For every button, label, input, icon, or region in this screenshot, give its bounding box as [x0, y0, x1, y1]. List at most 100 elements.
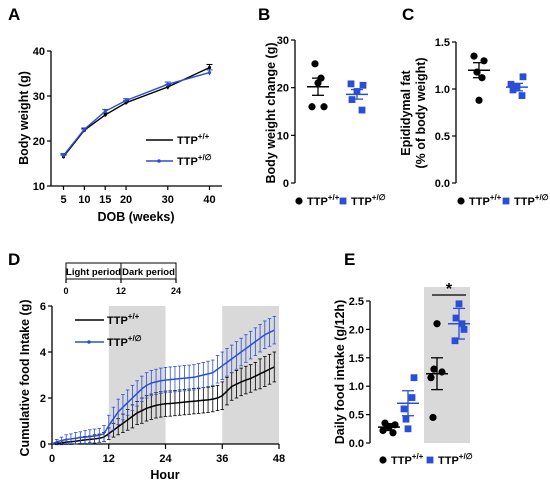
d-period-tick-label: 0 [63, 286, 68, 296]
d-dark-period-box [120, 262, 177, 280]
e-legend-marker [426, 456, 434, 464]
e-data-point [433, 320, 441, 328]
e-data-point [451, 337, 459, 345]
e-data-point [455, 300, 463, 308]
panel-label-d: D [8, 250, 20, 269]
d-x-tick-label: 12 [103, 453, 115, 465]
b-data-point [358, 106, 366, 114]
e-data-point [452, 314, 460, 322]
e-data-point [460, 326, 468, 333]
e-y-tick-label: 1.5 [349, 353, 364, 365]
b-data-point [359, 81, 367, 89]
e-data-point [427, 374, 435, 382]
c-y-tick-label: 0.0 [435, 178, 450, 190]
e-significance-marker: * [446, 281, 453, 298]
c-y-tick-label: 1.5 [435, 37, 450, 49]
e-legend-label: TTP+/+ [391, 452, 424, 467]
a-x-axis-label: DOB (weeks) [97, 210, 174, 224]
e-data-point [430, 365, 438, 373]
d-x-tick-label: 24 [159, 453, 172, 465]
e-data-point [438, 368, 446, 376]
a-x-tick-label: 20 [120, 194, 132, 206]
d-x-tick-label: 36 [216, 453, 228, 465]
b-data-point [311, 60, 319, 68]
panel-label-a: A [8, 5, 20, 24]
d-y-tick-label: 6 [40, 301, 46, 313]
b-data-point [308, 103, 316, 111]
e-data-point [410, 374, 418, 382]
c-data-point [507, 80, 515, 88]
a-y-tick-label: 40 [33, 46, 45, 58]
a-data-point [61, 153, 66, 157]
d-legend-label: TTP+/∅ [107, 334, 142, 349]
panel-label-c: C [402, 5, 414, 24]
b-legend-marker [295, 197, 303, 205]
panel-label-b: B [258, 5, 270, 24]
c-data-point [518, 92, 526, 99]
d-x-tick-label: 0 [49, 453, 55, 465]
c-data-point [509, 86, 517, 94]
c-data-point [470, 52, 478, 60]
a-x-tick-label: 15 [99, 194, 111, 206]
a-y-tick-label: 20 [33, 136, 45, 148]
b-data-point [347, 80, 355, 88]
e-data-point [429, 413, 437, 422]
d-y-tick-label: 0 [40, 439, 46, 451]
e-y-tick-label: 2.5 [349, 296, 364, 308]
e-y-tick-label: 0.0 [349, 438, 364, 450]
d-period-tick-label: 12 [116, 286, 126, 296]
e-legend-label: TTP+/∅ [438, 452, 473, 467]
e-y-tick-label: 1.0 [349, 381, 364, 393]
e-data-point [400, 405, 408, 413]
b-y-tick-label: 10 [277, 130, 289, 142]
b-data-point [320, 103, 328, 111]
a-data-point [103, 113, 107, 117]
a-data-point [124, 101, 128, 105]
a-x-tick-label: 5 [60, 194, 66, 206]
chart-c: 0.0 0.5 1.0 1.5 Epididymal fat (% of body wei… [399, 37, 549, 208]
a-data-point [166, 85, 170, 89]
b-y-tick-label: 0 [283, 178, 289, 190]
a-y-tick-label: 30 [33, 91, 45, 103]
d-y-tick-label: 2 [40, 393, 46, 405]
a-legend-marker [157, 159, 161, 163]
e-y-tick-label: 0.5 [349, 410, 364, 422]
c-legend-label: TTP+/∅ [514, 193, 549, 208]
a-y-axis-label: Body weight (g) [17, 71, 31, 165]
a-x-tick-label: 10 [78, 194, 90, 206]
a-series-line [62, 71, 210, 156]
a-data-point [124, 98, 128, 103]
e-y-axis-label: Daily food intake (g/12h) [333, 300, 347, 444]
a-data-point [82, 127, 86, 131]
c-y-tick-label: 1.0 [435, 84, 450, 96]
d-legend-label: TTP+/+ [107, 312, 140, 327]
b-legend-label: TTP+/∅ [351, 193, 386, 208]
c-data-point [475, 96, 483, 104]
a-data-point [207, 71, 212, 75]
c-legend-marker [457, 197, 465, 205]
d-x-tick-label: 48 [273, 453, 285, 465]
d-x-axis-label: Hour [150, 468, 179, 482]
d-series-line [51, 329, 275, 445]
a-y-tick-label: 10 [33, 181, 45, 193]
d-legend-marker [87, 340, 91, 344]
a-data-point [166, 82, 170, 86]
b-y-axis-label: Body weight change (g) [264, 43, 278, 184]
e-data-point [402, 415, 410, 423]
c-y-tick-label: 0.5 [435, 131, 450, 143]
c-y-axis-label-line1: Epididymal fat [399, 69, 413, 155]
e-y-tick-label: 2.0 [349, 324, 364, 336]
c-y-axis-label-line2: (% of body weight) [414, 57, 428, 168]
b-y-tick-label: 30 [277, 35, 289, 47]
e-legend-marker [379, 456, 387, 464]
b-y-tick-label: 20 [277, 83, 289, 95]
e-data-point [408, 394, 416, 401]
d-series-line [51, 366, 275, 445]
c-legend-label: TTP+/+ [469, 193, 502, 208]
a-legend-label: TTP+/∅ [177, 153, 212, 168]
a-data-point [103, 109, 107, 113]
d-period-tick-label: 24 [171, 286, 181, 296]
